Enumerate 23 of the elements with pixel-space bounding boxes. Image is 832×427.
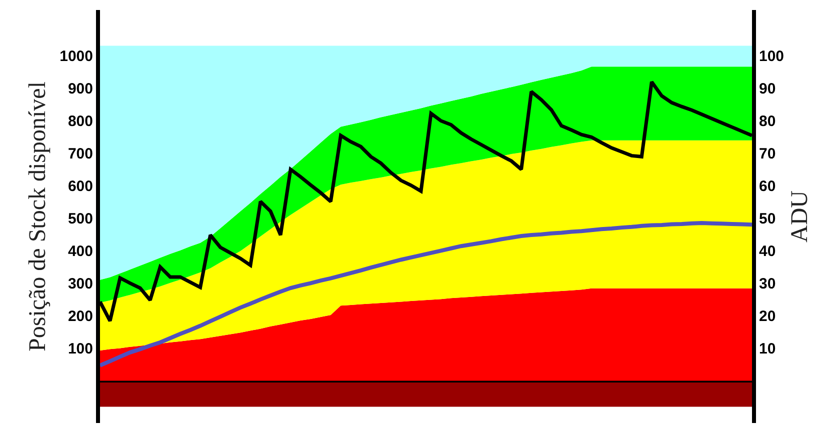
y-tick-label: 600	[68, 178, 93, 195]
y-tick-label: 100	[68, 340, 93, 358]
y2-tick-label: 10	[759, 340, 776, 358]
y2-axis-title: ADU	[786, 190, 813, 242]
line-series	[100, 221, 752, 368]
y-tick-label: 400	[68, 242, 93, 260]
y-tick-label: 1000	[60, 48, 93, 65]
y2-tick-label: 20	[759, 308, 776, 325]
y-tick-label: 300	[68, 275, 93, 292]
y2-tick-label: 90	[759, 80, 776, 98]
y2-tick-label: 100	[759, 48, 784, 65]
y-axis-title: Posição de Stock disponível	[25, 81, 52, 352]
y-tick-label: 200	[68, 308, 93, 325]
y2-tick-label: 30	[759, 275, 776, 292]
y-tick-label: 700	[68, 145, 93, 162]
y2-tick-label: 60	[759, 178, 776, 195]
y-tick-label: 900	[68, 80, 93, 98]
y-tick-label: 800	[68, 112, 93, 130]
y-tick-label: 500	[68, 210, 93, 228]
y2-tick-label: 80	[759, 112, 776, 130]
y2-tick-label: 70	[759, 145, 776, 162]
y2-tick-label: 40	[759, 242, 776, 260]
y2-tick-label: 50	[759, 210, 776, 228]
